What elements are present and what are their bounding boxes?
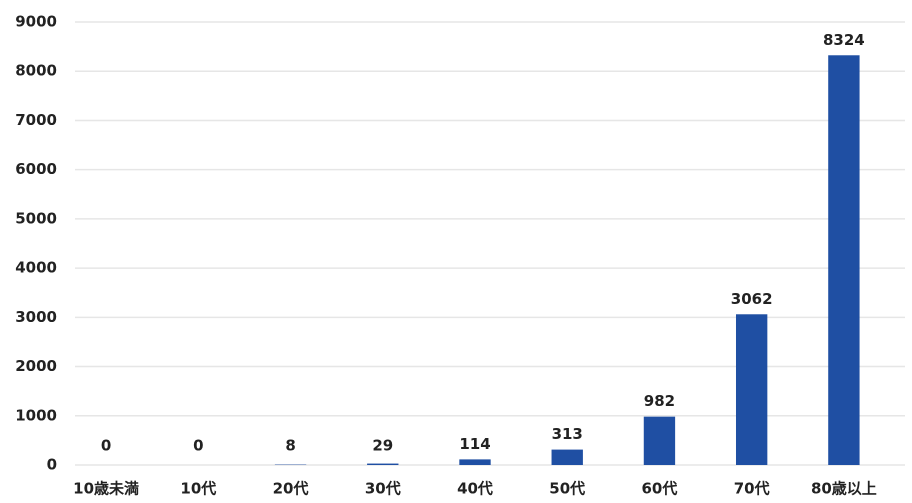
value-label: 29 <box>372 437 393 455</box>
bar <box>552 450 583 465</box>
x-tick-label: 50代 <box>549 480 585 498</box>
value-label: 0 <box>101 437 111 455</box>
y-tick-label: 4000 <box>15 259 57 277</box>
y-tick-label: 5000 <box>15 209 57 227</box>
value-label: 982 <box>644 392 675 410</box>
value-label: 114 <box>459 435 490 453</box>
x-tick-label: 40代 <box>457 480 493 498</box>
x-tick-label: 80歳以上 <box>811 480 877 498</box>
bar <box>367 464 398 465</box>
y-tick-label: 1000 <box>15 406 57 424</box>
bar <box>644 417 675 465</box>
x-tick-label: 10代 <box>180 480 216 498</box>
y-tick-label: 3000 <box>15 308 57 326</box>
value-label: 8 <box>285 437 295 455</box>
x-tick-label: 30代 <box>365 480 401 498</box>
y-tick-label: 6000 <box>15 160 57 178</box>
x-tick-label: 60代 <box>642 480 678 498</box>
x-tick-label: 70代 <box>734 480 770 498</box>
y-tick-label: 7000 <box>15 111 57 129</box>
bar <box>736 314 767 465</box>
y-tick-label: 0 <box>47 456 57 474</box>
y-tick-label: 9000 <box>15 13 57 31</box>
value-label: 313 <box>552 425 583 443</box>
x-tick-label: 20代 <box>273 480 309 498</box>
value-label: 3062 <box>731 290 773 308</box>
value-label: 8324 <box>823 31 865 49</box>
y-tick-label: 8000 <box>15 62 57 80</box>
x-tick-label: 10歳未満 <box>73 480 139 498</box>
value-label: 0 <box>193 437 203 455</box>
y-tick-label: 2000 <box>15 357 57 375</box>
bar <box>459 459 490 465</box>
bar <box>828 55 859 465</box>
